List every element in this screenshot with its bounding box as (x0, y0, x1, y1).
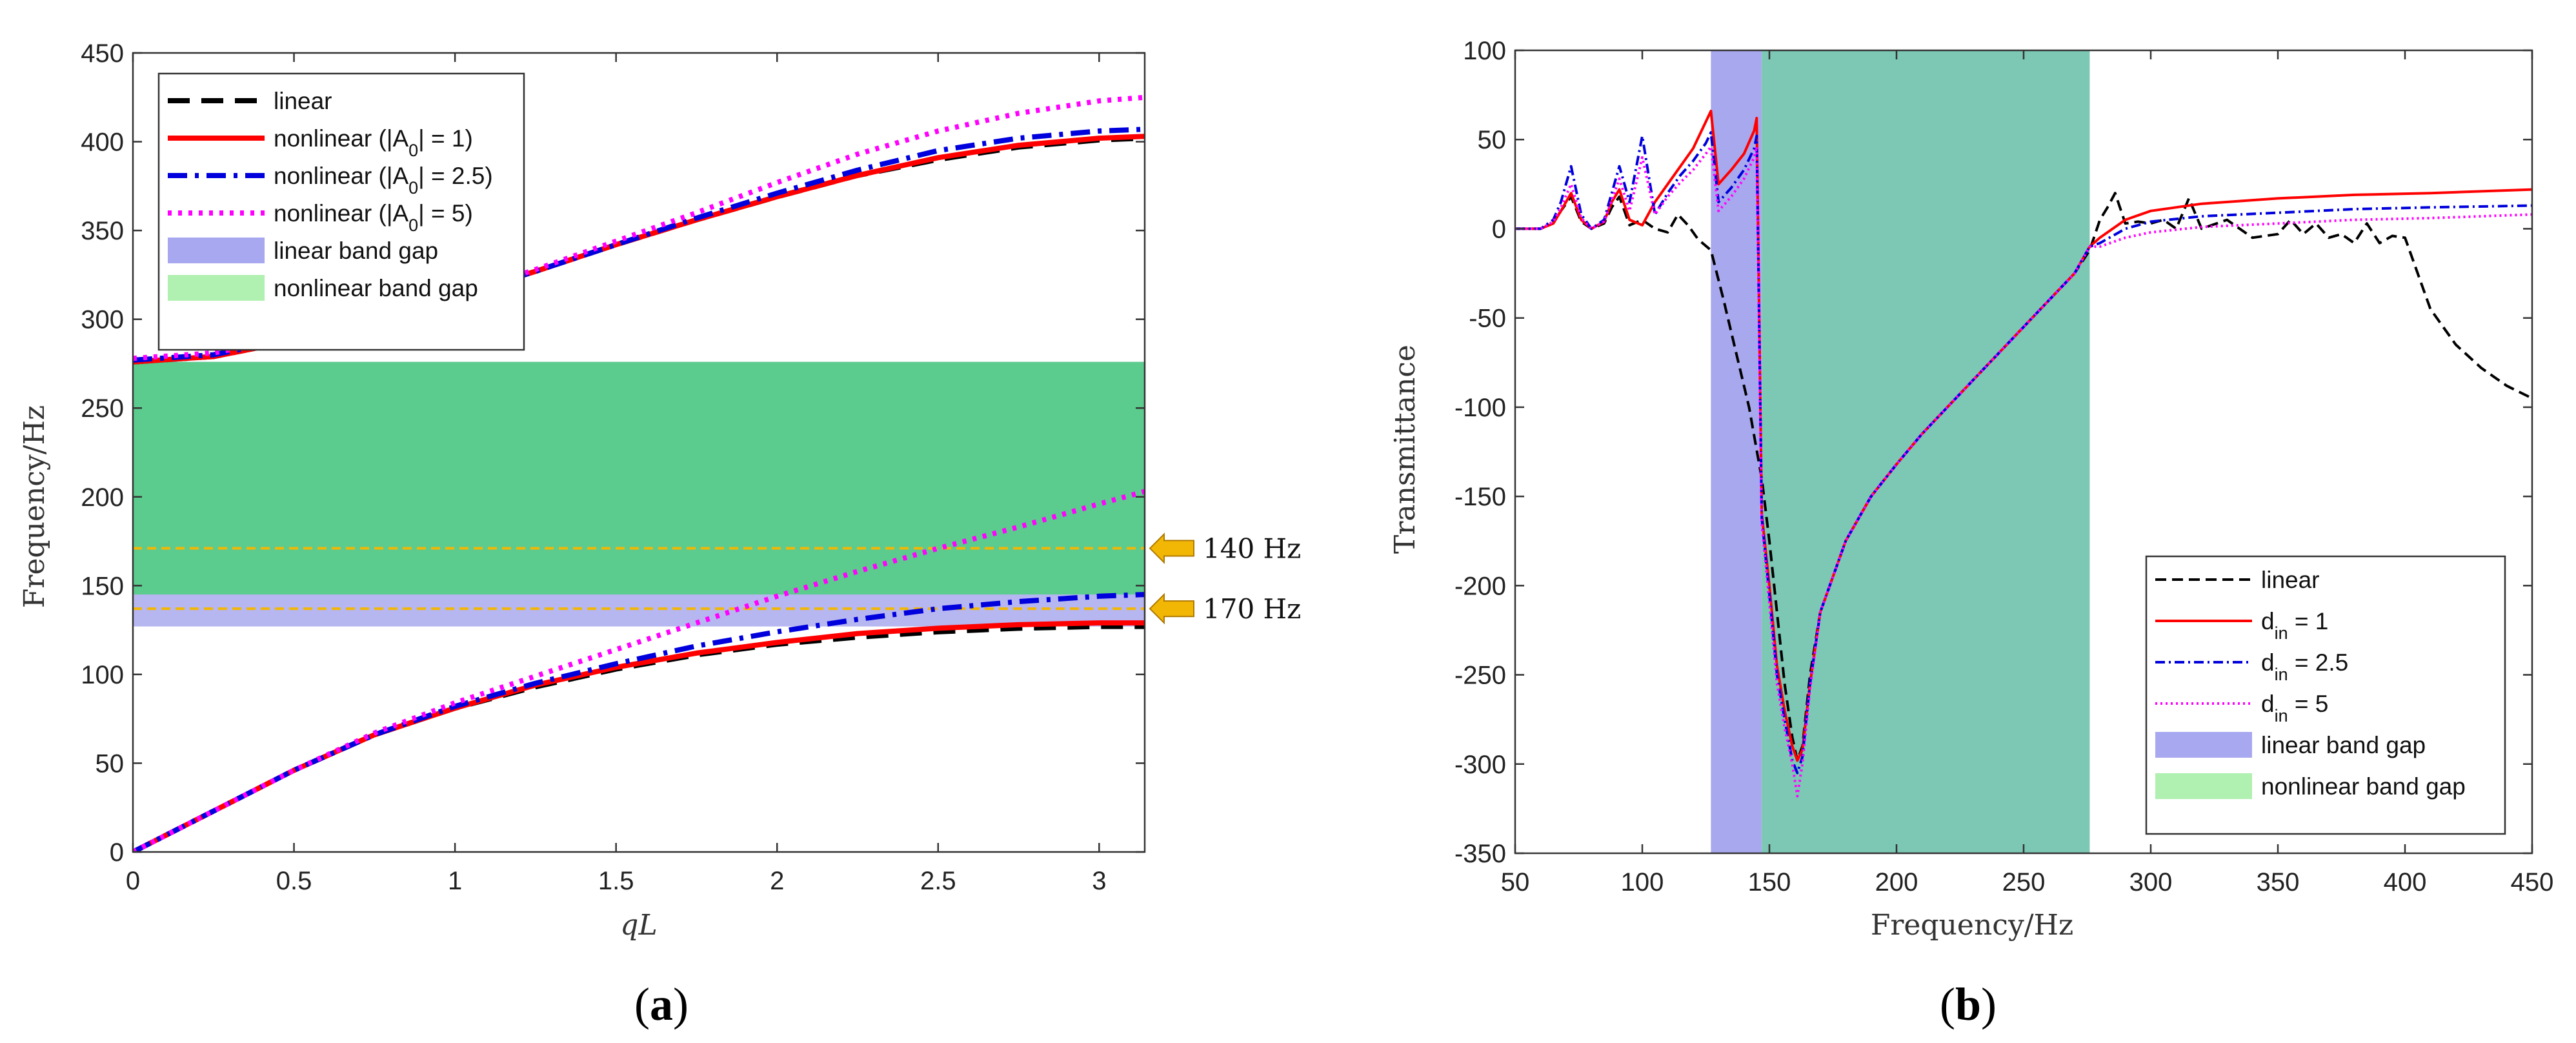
y-tick-label: -350 (1454, 840, 1506, 868)
annotation-arrow-icon (1149, 532, 1194, 564)
series-line-nonlinear-a0-2-5-optical (133, 127, 1145, 363)
x-tick-label: 300 (2129, 868, 2173, 896)
legend-entry: linear (2155, 567, 2320, 593)
annotation-arrow-icon (1149, 592, 1194, 625)
legend-entry: nonlinear band gap (168, 275, 478, 301)
x-tick-label: 50 (1501, 868, 1530, 896)
series-line-nonlinear-a0-2-5-acoustic (133, 592, 1145, 852)
legend-swatch-patch (168, 238, 265, 263)
chart-a-dispersion: 140 Hz 170 Hz 0 0.5 1 1.5 2 2.5 3 0 50 100 150 200 250… (81, 39, 1301, 895)
legend-entry: linear band gap (168, 238, 438, 264)
legend-entry: nonlinear (|A0| = 2.5) (168, 163, 493, 197)
x-tick-label: 3 (1092, 867, 1106, 895)
y-tick-label: 150 (81, 572, 124, 600)
annotation-label: 140 Hz (1203, 533, 1301, 565)
legend-entry: nonlinear band gap (2155, 773, 2466, 800)
y-tick-label: -200 (1454, 572, 1506, 600)
legend-label: nonlinear band gap (2261, 773, 2466, 800)
x-tick-label: 2.5 (920, 867, 956, 895)
y-tick-label: 450 (81, 39, 124, 68)
legend-label: nonlinear band gap (274, 275, 478, 301)
legend-entry: din = 2.5 (2155, 649, 2348, 684)
legend-entry: nonlinear (|A0| = 5) (168, 200, 473, 235)
legend-entry: nonlinear (|A0| = 1) (168, 125, 473, 160)
y-tick-label: 100 (81, 661, 124, 689)
y-tick-label: -100 (1454, 394, 1506, 422)
series-line-d-in-5 (1515, 145, 2532, 798)
chart-a-xlabel: qL (620, 909, 657, 942)
plot-frame (132, 52, 1146, 853)
x-tick-label: 450 (2511, 868, 2554, 896)
legend-swatch-patch (168, 275, 265, 301)
y-tick-label: 200 (81, 483, 124, 512)
linear-band-gap-region (1711, 50, 1762, 853)
nonlinear-band-gap-region (133, 361, 1145, 595)
x-tick-label: 100 (1621, 868, 1664, 896)
x-tick-label: 1.5 (598, 867, 634, 895)
legend-label: nonlinear (|A0| = 1) (274, 125, 473, 160)
panel-label-a: (a) (634, 978, 689, 1030)
legend-entry: din = 5 (2155, 691, 2328, 725)
y-tick-label: -250 (1454, 662, 1506, 690)
y-tick-label: 250 (81, 394, 124, 423)
y-tick-label: 0 (1492, 215, 1506, 243)
legend-swatch-patch (2155, 732, 2252, 758)
nonlinear-band-gap-region (1762, 50, 2090, 853)
legend-label: linear (2261, 567, 2320, 593)
legend-label: linear (274, 88, 332, 114)
series-line-nonlinear-a0-5-acoustic (133, 489, 1145, 852)
annotation-label: 170 Hz (1203, 593, 1301, 625)
legend-label: din = 2.5 (2261, 649, 2348, 684)
y-tick-label: 350 (81, 217, 124, 245)
panel-label-b: (b) (1940, 978, 1997, 1030)
y-tick-label: -150 (1454, 483, 1506, 511)
y-tick-label: 400 (81, 128, 124, 157)
legend-label: din = 1 (2261, 608, 2328, 643)
x-tick-label: 0 (126, 867, 140, 895)
x-tick-label: 350 (2257, 868, 2300, 896)
y-tick-label: 300 (81, 306, 124, 334)
x-tick-label: 250 (2002, 868, 2046, 896)
x-tick-label: 0.5 (276, 867, 312, 895)
chart-b-xlabel: Frequency/Hz (1871, 909, 2073, 942)
legend-label: nonlinear (|A0| = 2.5) (274, 163, 493, 197)
y-tick-label: 100 (1463, 37, 1506, 65)
legend-swatch-patch (2155, 773, 2252, 799)
chart-b-ylabel: Transmittance (1389, 345, 1422, 554)
legend-label: din = 5 (2261, 691, 2328, 725)
legend-label: linear band gap (2261, 732, 2426, 758)
legend-label: linear band gap (274, 238, 438, 264)
y-tick-label: -300 (1454, 751, 1506, 779)
y-tick-label: 0 (110, 838, 124, 867)
y-tick-label: 50 (96, 749, 125, 778)
x-tick-label: 200 (1875, 868, 1918, 896)
series-line-linear-acoustic (133, 623, 1145, 852)
legend-entry: din = 1 (2155, 608, 2328, 643)
x-tick-label: 400 (2384, 868, 2427, 896)
legend-entry: linear band gap (2155, 732, 2426, 758)
x-tick-label: 150 (1748, 868, 1791, 896)
x-tick-label: 1 (448, 867, 462, 895)
y-tick-label: 50 (1478, 126, 1507, 154)
legend-entry: linear (168, 88, 332, 114)
chart-a-ylabel: Frequency/Hz (18, 405, 51, 608)
legend-label: nonlinear (|A0| = 5) (274, 200, 473, 235)
chart-b-transmittance: 50 100 150 200 250 300 350 400 450 -350 -300 -250 -2… (1454, 37, 2553, 896)
legend: linear din = 1 din = 2.5 din = 5 linear band… (2145, 555, 2506, 835)
x-tick-label: 2 (770, 867, 784, 895)
y-tick-label: -50 (1469, 305, 1506, 333)
